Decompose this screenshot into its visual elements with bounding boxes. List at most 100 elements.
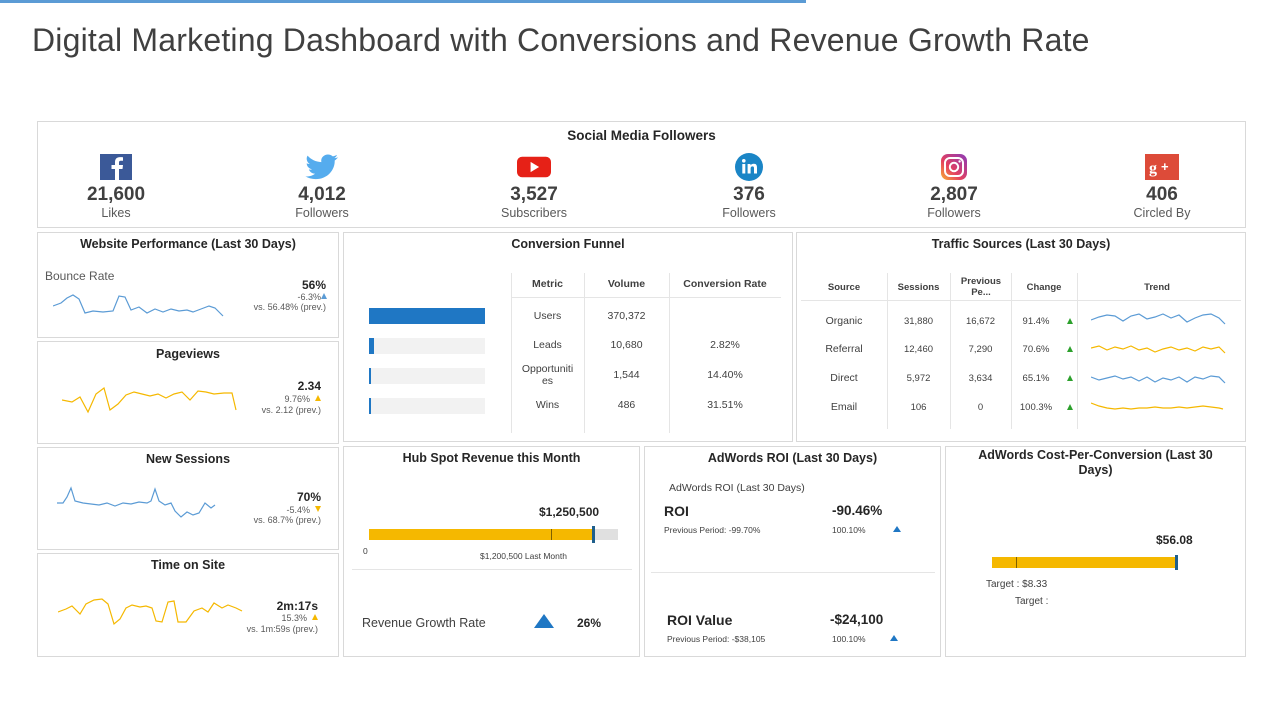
facebook-label: Likes <box>101 206 131 220</box>
linkedin-label: Followers <box>722 206 776 220</box>
cpc-target-label: Target : $8.33 <box>986 579 1048 590</box>
funnel-rate: 14.40% <box>707 369 743 381</box>
traffic-sources-title: Traffic Sources (Last 30 Days) <box>931 237 1111 251</box>
page-title: Digital Marketing Dashboard with Convers… <box>32 22 1090 58</box>
hubspot-revenue-value: $1,250,500 <box>539 505 600 519</box>
social-item-facebook: 21,600 Likes <box>51 154 181 220</box>
twitter-value: 4,012 <box>298 184 346 205</box>
up-arrow-icon <box>1067 404 1073 410</box>
revenue-growth-value: 26% <box>577 616 602 630</box>
social-media-panel: Social Media Followers 21,600 Likes 4,01… <box>37 121 1246 228</box>
linkedin-icon <box>732 153 766 181</box>
cpc-progress-marker <box>1175 555 1178 570</box>
new-sessions-sparkline <box>57 486 216 518</box>
conversion-funnel-title: Conversion Funnel <box>511 237 625 251</box>
traffic-previous: 7,290 <box>968 344 993 355</box>
traffic-source: Referral <box>825 343 863 355</box>
bounce-rate-value: 56% <box>301 278 326 292</box>
traffic-sessions: 5,972 <box>906 373 931 384</box>
down-arrow-icon <box>315 506 321 512</box>
up-arrow-icon <box>315 395 321 401</box>
cpc-target-label-2: Target : <box>1015 596 1049 607</box>
instagram-value: 2,807 <box>930 184 978 205</box>
website-performance-panel: Website Performance (Last 30 Days) Bounc… <box>37 232 339 338</box>
growth-up-arrow-icon <box>534 614 554 628</box>
top-accent-bar <box>0 0 806 3</box>
pageviews-sparkline <box>62 386 237 414</box>
traffic-change: 70.6% <box>1022 344 1050 355</box>
svg-text:g: g <box>1149 160 1157 177</box>
facebook-value: 21,600 <box>86 184 146 205</box>
hubspot-revenue-panel: Hub Spot Revenue this Month $1,250,500 0… <box>343 446 640 657</box>
twitter-label: Followers <box>295 206 349 220</box>
adwords-roi-title: AdWords ROI (Last 30 Days) <box>707 451 878 465</box>
adwords-roi-subtitle: AdWords ROI (Last 30 Days) <box>669 482 805 494</box>
traffic-source: Email <box>830 401 858 413</box>
divider <box>1077 273 1078 429</box>
time-on-site-change: 15.3% <box>281 613 307 623</box>
adwords-roi-panel: AdWords ROI (Last 30 Days) AdWords ROI (… <box>644 446 941 657</box>
funnel-metric: Leads <box>533 339 562 351</box>
funnel-bar-track <box>369 308 485 324</box>
traffic-header-change: Change <box>1026 282 1062 293</box>
roi-previous: Previous Period: -99.70% <box>664 525 761 535</box>
time-on-site-sparkline <box>58 598 243 626</box>
adwords-cpc-title: AdWords Cost-Per-Conversion (Last 30 Day… <box>978 448 1213 477</box>
roi-label: ROI <box>664 503 689 519</box>
youtube-icon <box>517 154 551 180</box>
bounce-rate-prev: vs. 56.48% (prev.) <box>253 302 326 312</box>
funnel-bar-users <box>369 308 485 324</box>
funnel-volume: 10,680 <box>610 339 643 351</box>
time-on-site-title: Time on Site <box>150 558 226 572</box>
time-on-site-panel: Time on Site 2m:17s 15.3% vs. 1m:59s (pr… <box>37 553 339 657</box>
facebook-icon <box>99 154 133 180</box>
funnel-metric: Wins <box>535 399 560 411</box>
pageviews-change: 9.76% <box>284 394 310 404</box>
funnel-volume: 1,544 <box>613 369 640 381</box>
social-item-linkedin: 376 Followers <box>684 153 814 220</box>
divider <box>352 569 632 570</box>
youtube-value: 3,527 <box>510 184 558 205</box>
new-sessions-title: New Sessions <box>145 452 231 466</box>
traffic-sessions: 12,460 <box>903 344 934 355</box>
hubspot-target-tick <box>551 529 552 540</box>
instagram-label: Followers <box>927 206 981 220</box>
funnel-bar-wins <box>369 398 371 414</box>
funnel-bar-track <box>369 368 485 384</box>
divider <box>1011 273 1012 429</box>
google-plus-value: 406 <box>1146 184 1178 205</box>
traffic-previous: 0 <box>977 402 984 413</box>
hubspot-zero-label: 0 <box>363 546 368 556</box>
divider <box>651 572 935 573</box>
new-sessions-change: -5.4% <box>286 505 310 515</box>
funnel-volume: 486 <box>617 399 636 411</box>
hubspot-revenue-title: Hub Spot Revenue this Month <box>402 451 581 465</box>
conversion-funnel-panel: Conversion Funnel Metric Volume Conversi… <box>343 232 793 442</box>
traffic-header-sessions: Sessions <box>897 282 940 293</box>
hubspot-progress-marker <box>592 526 596 543</box>
traffic-header-source: Source <box>827 282 861 293</box>
bounce-rate-sparkline <box>53 294 224 317</box>
up-arrow-icon <box>312 614 318 620</box>
divider <box>584 273 585 433</box>
funnel-volume: 370,372 <box>607 310 646 322</box>
roi-value-amount: -$24,100 <box>830 612 884 627</box>
funnel-header-metric: Metric <box>532 278 563 290</box>
funnel-header-volume: Volume <box>607 278 646 290</box>
twitter-icon <box>305 154 339 180</box>
up-arrow-icon <box>1067 375 1073 381</box>
pageviews-title: Pageviews <box>156 347 220 361</box>
bounce-rate-label: Bounce Rate <box>45 269 115 283</box>
traffic-sources-panel: Traffic Sources (Last 30 Days) Source Se… <box>796 232 1246 442</box>
cpc-value: $56.08 <box>1156 533 1193 547</box>
social-media-title: Social Media Followers <box>567 128 716 143</box>
traffic-sessions: 106 <box>910 402 927 413</box>
funnel-bar-track <box>369 398 485 414</box>
new-sessions-value: 70% <box>296 490 321 504</box>
traffic-source: Direct <box>830 372 858 384</box>
cpc-progress-track <box>992 555 1178 570</box>
new-sessions-panel: New Sessions 70% -5.4% vs. 68.7% (prev.) <box>37 447 339 550</box>
traffic-header-trend: Trend <box>1144 282 1170 293</box>
roi-value: -90.46% <box>832 503 883 518</box>
email-trend-sparkline <box>1091 402 1224 410</box>
